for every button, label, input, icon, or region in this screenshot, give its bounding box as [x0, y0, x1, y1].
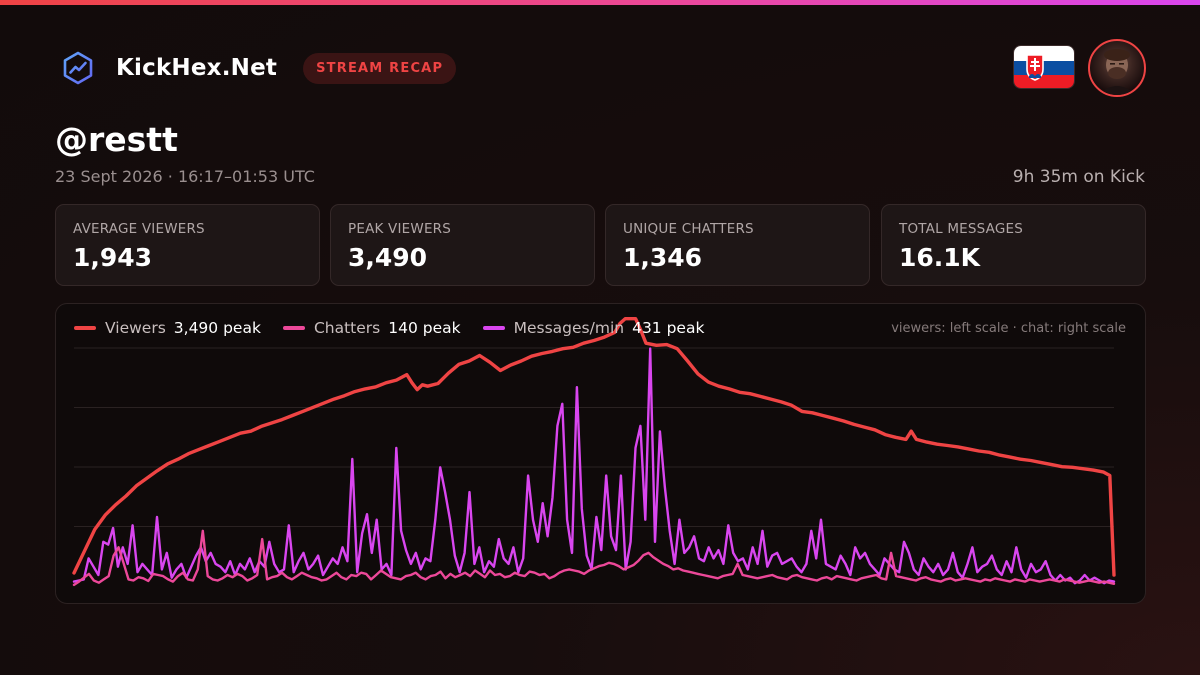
avatar[interactable] [1088, 39, 1146, 97]
stat-card-average-viewers: AVERAGE VIEWERS 1,943 [55, 204, 320, 286]
stats-row: AVERAGE VIEWERS 1,943 PEAK VIEWERS 3,490… [55, 204, 1146, 286]
header: KickHex.Net STREAM RECAP [60, 48, 457, 88]
stat-value: 3,490 [348, 243, 428, 272]
slovakia-flag [1013, 45, 1075, 89]
legend-name: Viewers [105, 319, 166, 337]
series-line-messages [72, 347, 1116, 585]
stream-date-time: 23 Sept 2026 · 16:17–01:53 UTC [55, 167, 315, 186]
legend-name: Chatters [313, 319, 381, 337]
scale-note: viewers: left scale · chat: right scale [891, 321, 1126, 336]
stat-card-total-messages: TOTAL MESSAGES 16.1K [881, 204, 1146, 286]
stat-value: 1,346 [623, 243, 703, 272]
top-accent-bar [0, 0, 1200, 5]
legend-swatch [482, 326, 505, 330]
series-line-viewers [72, 317, 1116, 577]
stat-label: PEAK VIEWERS [348, 221, 452, 237]
stat-label: UNIQUE CHATTERS [623, 221, 754, 237]
legend-item-chatters: Chatters 140 peak [282, 319, 461, 337]
legend-name: Messages/min [513, 319, 625, 337]
legend-swatch [74, 326, 96, 330]
legend-swatch [282, 326, 305, 330]
brand-name: KickHex.Net [116, 55, 278, 81]
stat-card-unique-chatters: UNIQUE CHATTERS 1,346 [605, 204, 870, 286]
legend-item-viewers: Viewers 3,490 peak [74, 319, 261, 337]
stream-duration: 9h 35m on Kick [1012, 167, 1145, 187]
stat-label: TOTAL MESSAGES [899, 221, 1024, 237]
series-line-chatters [72, 529, 1116, 587]
stat-value: 16.1K [899, 243, 981, 272]
stat-label: AVERAGE VIEWERS [73, 221, 205, 237]
legend-value: 140 peak [388, 319, 461, 337]
chart-card: Viewers 3,490 peak Chatters 140 peak Mes… [55, 303, 1146, 604]
hexagon-trend-icon [63, 51, 93, 85]
legend-value: 3,490 peak [173, 319, 261, 337]
streamer-handle: @restt [55, 120, 178, 159]
stream-recap-badge: STREAM RECAP [303, 52, 457, 84]
chart-legend: Viewers 3,490 peak Chatters 140 peak Mes… [74, 319, 726, 337]
stat-value: 1,943 [73, 243, 153, 272]
legend-value: 431 peak [632, 319, 705, 337]
legend-item-messages: Messages/min 431 peak [482, 319, 705, 337]
stat-card-peak-viewers: PEAK VIEWERS 3,490 [330, 204, 595, 286]
stream-activity-chart [72, 317, 1116, 587]
